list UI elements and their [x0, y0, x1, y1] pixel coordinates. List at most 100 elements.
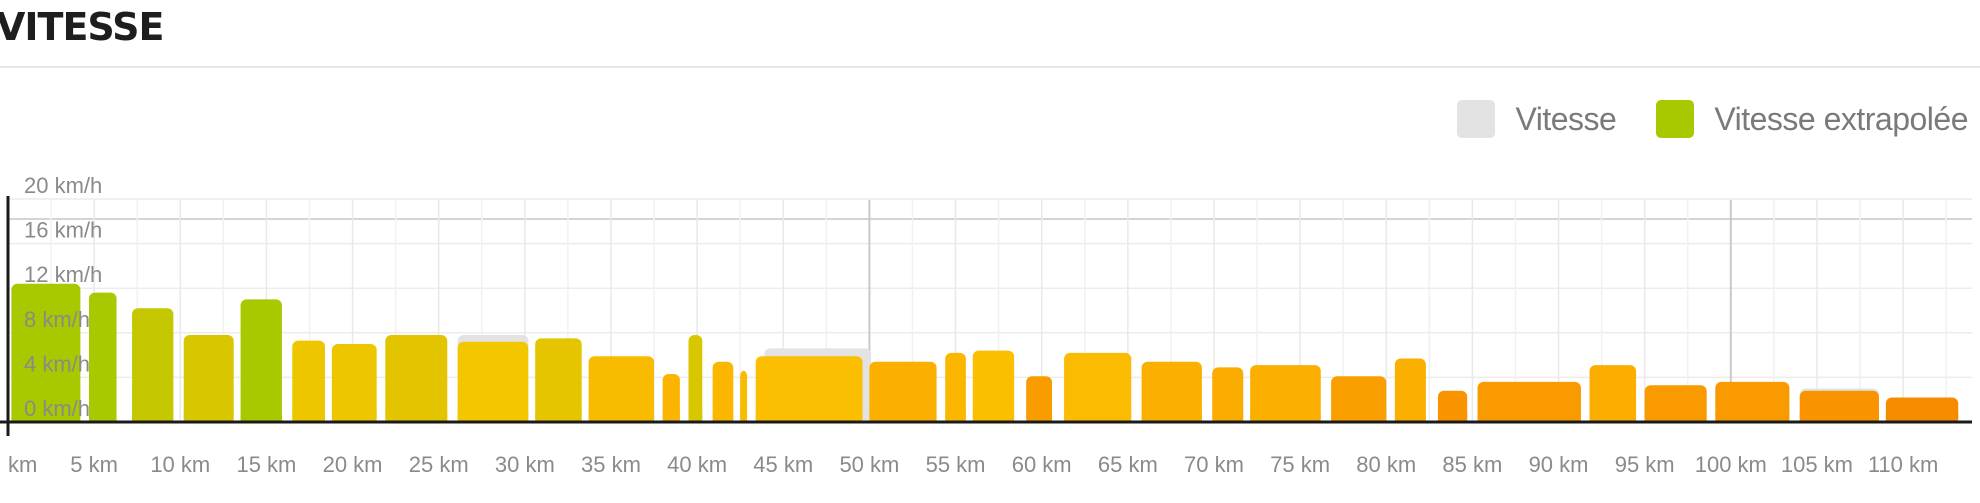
vitesse-extrapolee-bar-base — [88, 414, 117, 422]
vitesse-extrapolee-bar — [712, 361, 734, 422]
x-tick-label: km — [8, 452, 37, 477]
vitesse-extrapolee-bar-base — [1644, 414, 1707, 422]
vitesse-extrapolee-bar-base — [292, 414, 325, 422]
vitesse-extrapolee-bar-base — [755, 414, 863, 422]
legend-label-vitesse: Vitesse — [1515, 100, 1617, 137]
x-tick-label: 50 km — [839, 452, 899, 477]
x-tick-label: 105 km — [1781, 452, 1853, 477]
vitesse-extrapolee-bar-base — [945, 414, 966, 422]
x-tick-label: 55 km — [926, 452, 986, 477]
vitesse-extrapolee-bar — [292, 340, 325, 422]
vitesse-extrapolee-bar — [535, 338, 582, 422]
vitesse-extrapolee-bar — [1644, 385, 1707, 422]
vitesse-extrapolee-bar — [740, 370, 748, 422]
vitesse-extrapolee-bar-base — [132, 414, 174, 422]
y-axis-labels: 0 km/h 4 km/h 8 km/h 12 km/h 16 km/h 20 km/h — [24, 173, 102, 421]
vitesse-extrapolee-bar-base — [688, 414, 703, 422]
vitesse-extrapolee-bars — [11, 283, 1959, 422]
vitesse-extrapolee-bar-base — [972, 414, 1015, 422]
vitesse-extrapolee-bar-base — [1141, 414, 1202, 422]
vitesse-extrapolee-bar — [588, 356, 655, 422]
legend-swatch-vitesse — [1457, 100, 1496, 138]
x-tick-label: 45 km — [753, 452, 813, 477]
vitesse-extrapolee-bar-base — [712, 414, 734, 422]
chart-legend: Vitesse Vitesse extrapolée — [1457, 100, 1968, 138]
x-tick-label: 60 km — [1012, 452, 1072, 477]
vitesse-extrapolee-bar-base — [588, 414, 655, 422]
vitesse-extrapolee-bar — [385, 335, 448, 422]
vitesse-extrapolee-bar-base — [535, 414, 582, 422]
vitesse-extrapolee-bar — [1026, 376, 1053, 422]
vitesse-extrapolee-bar — [869, 361, 937, 422]
vitesse-extrapolee-bar — [662, 374, 680, 422]
x-tick-label: 10 km — [150, 452, 210, 477]
vitesse-extrapolee-bar-base — [11, 414, 81, 422]
vitesse-extrapolee-bar — [1141, 361, 1202, 422]
y-tick-label: 16 km/h — [24, 218, 102, 243]
vitesse-extrapolee-bar-base — [740, 414, 748, 422]
vitesse-extrapolee-bar-base — [1715, 414, 1790, 422]
legend-label-vitesse-extrapolee: Vitesse extrapolée — [1714, 100, 1968, 137]
vitesse-extrapolee-bar — [11, 283, 81, 422]
vitesse-extrapolee-bar-base — [331, 414, 377, 422]
vitesse-extrapolee-bar-base — [1394, 414, 1426, 422]
y-tick-label: 12 km/h — [24, 262, 102, 287]
x-tick-label: 95 km — [1615, 452, 1675, 477]
vitesse-extrapolee-bar-base — [183, 414, 234, 422]
vitesse-extrapolee-bar — [688, 335, 703, 422]
vitesse-extrapolee-bar — [755, 356, 863, 422]
vitesse-extrapolee-bar-base — [1250, 414, 1321, 422]
vitesse-extrapolee-bar — [1589, 365, 1637, 422]
vitesse-extrapolee-bar — [183, 335, 234, 422]
vitesse-extrapolee-bar — [972, 350, 1015, 422]
title-divider — [0, 66, 1980, 68]
x-tick-label: 40 km — [667, 452, 727, 477]
x-tick-label: 75 km — [1270, 452, 1330, 477]
x-tick-label: 25 km — [409, 452, 469, 477]
x-tick-label: 15 km — [236, 452, 296, 477]
x-tick-label: 80 km — [1356, 452, 1416, 477]
vitesse-extrapolee-bar — [1212, 367, 1244, 422]
vitesse-extrapolee-bar-base — [869, 414, 937, 422]
x-tick-label: 85 km — [1442, 452, 1502, 477]
vitesse-extrapolee-bar — [1064, 352, 1132, 422]
vitesse-extrapolee-bar — [1394, 358, 1426, 422]
legend-item-vitesse-extrapolee[interactable]: Vitesse extrapolée — [1656, 100, 1968, 138]
y-tick-label: 4 km/h — [24, 351, 90, 376]
x-axis-labels: km 5 km 10 km 15 km 20 km 25 km 30 km 35 km 40 k… — [8, 452, 1938, 477]
vitesse-extrapolee-bar-base — [385, 414, 448, 422]
vitesse-extrapolee-bar — [1477, 381, 1581, 422]
y-tick-label: 0 km/h — [24, 396, 90, 421]
vitesse-extrapolee-bar — [1250, 365, 1321, 422]
vitesse-extrapolee-bar-base — [1026, 414, 1053, 422]
legend-item-vitesse[interactable]: Vitesse — [1457, 100, 1617, 138]
x-tick-label: 65 km — [1098, 452, 1158, 477]
vitesse-extrapolee-bar — [331, 343, 377, 422]
chart-axes — [0, 196, 1972, 436]
vitesse-extrapolee-bar-base — [1437, 414, 1468, 422]
vitesse-extrapolee-bar-base — [1589, 414, 1637, 422]
vitesse-extrapolee-bar-base — [1331, 414, 1387, 422]
vitesse-extrapolee-bar-base — [240, 414, 282, 422]
vitesse-extrapolee-bar — [457, 341, 529, 422]
vitesse-extrapolee-bar-base — [1885, 414, 1959, 422]
vitesse-extrapolee-bar-base — [1477, 414, 1581, 422]
vitesse-extrapolee-bar — [88, 292, 117, 422]
x-tick-label: 70 km — [1184, 452, 1244, 477]
legend-swatch-vitesse-extrapolee — [1656, 100, 1695, 138]
vitesse-extrapolee-bar — [240, 299, 282, 422]
vitesse-extrapolee-bar-base — [1064, 414, 1132, 422]
vitesse-extrapolee-bar-base — [662, 414, 680, 422]
vitesse-extrapolee-bar — [132, 308, 174, 422]
y-tick-label: 8 km/h — [24, 307, 90, 332]
x-tick-label: 100 km — [1695, 452, 1767, 477]
x-tick-label: 5 km — [70, 452, 118, 477]
vitesse-extrapolee-bar — [1715, 381, 1790, 422]
x-tick-label: 20 km — [323, 452, 383, 477]
x-tick-label: 35 km — [581, 452, 641, 477]
vitesse-extrapolee-bar-base — [457, 414, 529, 422]
vitesse-extrapolee-bar — [1331, 376, 1387, 422]
vitesse-extrapolee-bar-base — [1212, 414, 1244, 422]
x-tick-label: 30 km — [495, 452, 555, 477]
